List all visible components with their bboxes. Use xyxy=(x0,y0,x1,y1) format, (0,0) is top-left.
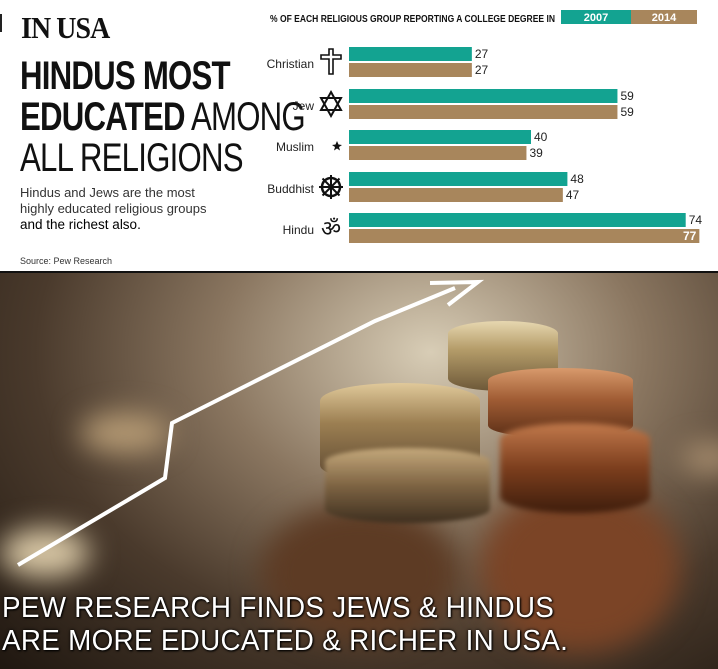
bar-chart: % OF EACH RELIGIOUS GROUP REPORTING A CO… xyxy=(267,10,703,243)
crescent-star-icon xyxy=(324,134,342,156)
headline-line-3-text: ALL RELIGIONS xyxy=(20,136,244,180)
legend-label-2014: 2014 xyxy=(652,12,677,24)
dharma-wheel-icon xyxy=(319,175,343,199)
subtext-line-2: highly educated religious groups xyxy=(20,201,207,216)
value-label-2014-christian: 27 xyxy=(475,63,489,77)
category-label-jew: Jew xyxy=(293,99,315,113)
bar-2007-christian xyxy=(349,47,472,61)
bar-2014-hindu xyxy=(349,229,700,243)
headline-line-3: ALL RELIGIONS xyxy=(20,136,244,180)
headline-line-1: HINDUS MOST xyxy=(20,54,231,98)
category-label-muslim: Muslim xyxy=(276,140,314,154)
subtext: Hindus and Jews are the most highly educ… xyxy=(20,185,240,233)
headline-line-1-text: HINDUS MOST xyxy=(20,54,231,98)
value-label-2007-buddhist: 48 xyxy=(570,172,584,186)
headline-line-2-thin: AMONG xyxy=(190,95,306,139)
latin-cross-icon xyxy=(320,48,342,75)
legend-swatch-2007 xyxy=(561,10,631,24)
subtext-line-1: Hindus and Jews are the most xyxy=(20,185,195,200)
trend-arrow-head xyxy=(429,279,485,307)
category-label-buddhist: Buddhist xyxy=(267,182,314,196)
trend-arrow xyxy=(16,279,485,567)
divider xyxy=(0,14,2,32)
value-label-2014-muslim: 39 xyxy=(529,146,543,160)
bar-2007-jew xyxy=(349,89,618,103)
headline-line-2: EDUCATED AMONG xyxy=(20,95,306,139)
coin-stack-gold xyxy=(325,448,490,523)
photo-caption: PEW RESEARCH FINDS JEWS & HINDUS ARE MOR… xyxy=(2,592,689,658)
om-icon: ॐ xyxy=(321,217,341,242)
bar-2014-muslim xyxy=(349,146,527,160)
coin-stack-copper xyxy=(500,423,650,513)
section-divider xyxy=(0,271,718,273)
headline-line-2-bold: EDUCATED xyxy=(20,95,186,139)
bar-2014-jew xyxy=(349,105,618,119)
source-note: Source: Pew Research xyxy=(20,256,113,266)
value-label-2007-jew: 59 xyxy=(620,89,634,103)
caption-line-1: PEW RESEARCH FINDS JEWS & HINDUS xyxy=(2,592,555,624)
value-label-2014-jew: 59 xyxy=(620,105,634,119)
legend-label-2007: 2007 xyxy=(584,12,608,24)
star-of-david-icon xyxy=(319,89,343,119)
legend-swatch-2014 xyxy=(631,10,697,24)
bar-2007-hindu xyxy=(349,213,686,227)
category-label-christian: Christian xyxy=(267,57,314,71)
category-label-hindu: Hindu xyxy=(283,223,314,237)
value-label-2014-hindu: 77 xyxy=(683,229,697,243)
coin-blur xyxy=(260,503,460,643)
bar-2014-christian xyxy=(349,63,472,77)
value-label-2007-muslim: 40 xyxy=(534,130,548,144)
svg-text:ॐ: ॐ xyxy=(321,217,341,242)
background-photo xyxy=(0,273,718,669)
caption-line-2: ARE MORE EDUCATED & RICHER IN USA. xyxy=(2,625,569,657)
value-label-2007-christian: 27 xyxy=(475,47,489,61)
value-label-2007-hindu: 74 xyxy=(689,213,703,227)
trend-arrow-line xyxy=(16,286,456,567)
kicker-title: IN USA xyxy=(21,10,110,45)
chart-title: % OF EACH RELIGIOUS GROUP REPORTING A CO… xyxy=(270,13,555,25)
value-label-2014-buddhist: 47 xyxy=(566,188,580,202)
subtext-line-3: and the richest also. xyxy=(20,217,141,232)
coin-blur xyxy=(0,528,90,578)
coin-blur xyxy=(80,413,170,453)
bar-2014-buddhist xyxy=(349,188,563,202)
bar-2007-muslim xyxy=(349,130,531,144)
bar-2007-buddhist xyxy=(349,172,568,186)
